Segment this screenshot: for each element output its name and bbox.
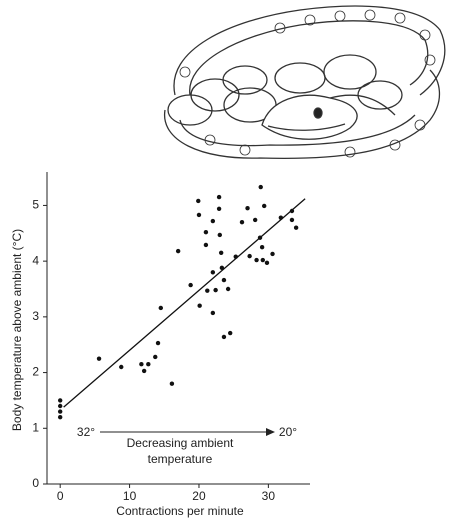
annotation: 20°	[279, 425, 297, 439]
point	[210, 218, 216, 224]
point	[289, 208, 295, 214]
point	[221, 277, 227, 283]
point	[57, 403, 63, 409]
point	[188, 282, 193, 288]
python-illustration	[164, 5, 446, 160]
point	[57, 414, 63, 420]
point	[57, 409, 63, 414]
annotation: 32°	[77, 425, 95, 439]
point	[57, 398, 63, 403]
x-tick-label: 20	[192, 489, 206, 503]
y-tick-label: 3	[32, 309, 39, 323]
arrow-head	[266, 428, 275, 436]
point	[262, 203, 267, 209]
point	[169, 381, 175, 386]
fit-line	[63, 198, 306, 408]
point	[96, 356, 102, 361]
point	[259, 245, 265, 250]
point	[196, 198, 201, 204]
point	[258, 184, 263, 190]
point	[216, 194, 222, 200]
point	[293, 225, 299, 230]
point	[216, 206, 222, 211]
y-tick-label: 5	[32, 198, 39, 212]
point	[139, 362, 144, 367]
point	[153, 354, 158, 360]
point	[119, 364, 124, 370]
y-tick-label: 0	[32, 476, 39, 490]
point	[247, 253, 252, 259]
point	[218, 250, 224, 255]
point	[219, 265, 225, 271]
x-tick-label: 10	[123, 489, 137, 503]
y-tick-label: 1	[32, 420, 39, 434]
point	[233, 254, 238, 259]
point	[260, 257, 266, 263]
point	[213, 287, 218, 293]
annotation: Decreasing ambient	[127, 436, 234, 450]
annotation: temperature	[148, 452, 213, 466]
point	[210, 270, 216, 275]
point	[205, 288, 210, 293]
point	[257, 235, 263, 240]
point	[264, 260, 270, 266]
x-axis-label: Contractions per minute	[116, 504, 244, 518]
point	[197, 303, 202, 308]
point	[210, 310, 216, 316]
point	[239, 219, 245, 225]
y-tick-label: 4	[32, 253, 39, 267]
point	[252, 217, 258, 223]
point	[141, 368, 147, 374]
point	[270, 251, 275, 257]
point	[227, 330, 233, 336]
y-axis-label: Body temperature above ambient (°C)	[10, 229, 24, 431]
x-tick-label: 30	[262, 489, 276, 503]
point	[175, 248, 181, 254]
point	[225, 286, 231, 292]
point	[158, 305, 164, 311]
point	[203, 242, 209, 248]
x-tick-label: 0	[57, 489, 64, 503]
point	[217, 232, 222, 238]
point	[146, 362, 151, 367]
point	[245, 206, 250, 211]
y-tick-label: 2	[32, 365, 39, 379]
point	[155, 340, 161, 346]
point	[203, 229, 209, 235]
point	[278, 215, 284, 220]
point	[289, 217, 295, 223]
point	[221, 334, 227, 340]
point	[196, 212, 202, 218]
point	[254, 257, 259, 263]
